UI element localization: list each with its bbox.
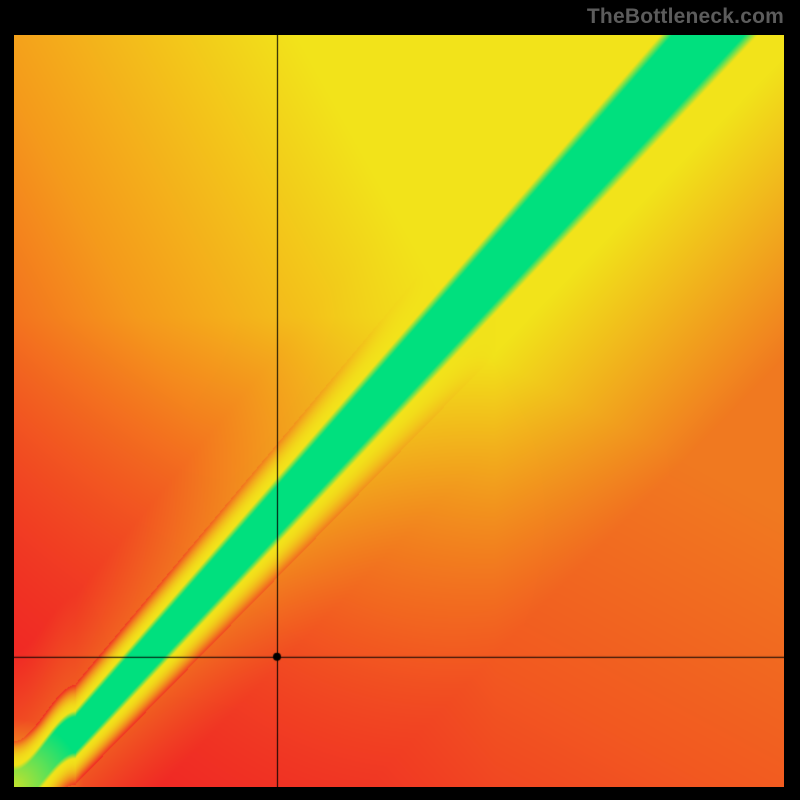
bottleneck-heatmap — [14, 35, 784, 787]
heatmap-canvas — [14, 35, 784, 787]
watermark-text: TheBottleneck.com — [587, 5, 784, 29]
